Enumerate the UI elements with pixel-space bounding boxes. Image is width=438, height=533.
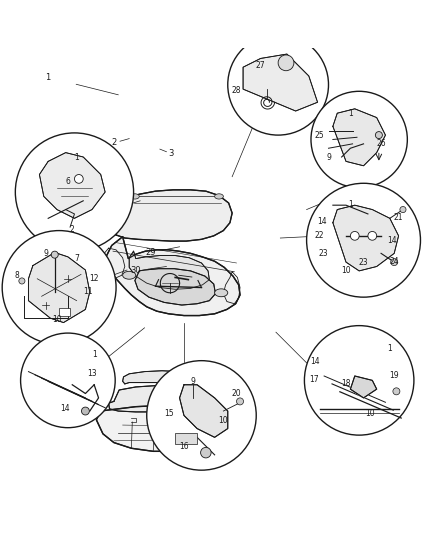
Text: 2: 2 [70, 225, 74, 234]
Polygon shape [123, 371, 195, 384]
Circle shape [21, 333, 115, 427]
Text: 26: 26 [376, 139, 386, 148]
Text: 10: 10 [365, 409, 375, 418]
Text: 25: 25 [315, 131, 325, 140]
Circle shape [237, 398, 244, 405]
Polygon shape [243, 54, 318, 111]
Circle shape [19, 278, 25, 284]
Text: 21: 21 [394, 213, 403, 222]
Text: 14: 14 [311, 358, 320, 367]
Circle shape [81, 407, 89, 415]
Text: 1: 1 [388, 344, 392, 353]
Polygon shape [180, 385, 228, 437]
Circle shape [74, 174, 83, 183]
Ellipse shape [123, 271, 136, 279]
Polygon shape [129, 251, 209, 289]
Text: 14: 14 [387, 236, 397, 245]
Bar [59, 308, 70, 316]
Polygon shape [28, 253, 90, 322]
Text: 15: 15 [164, 409, 173, 418]
Polygon shape [350, 376, 377, 398]
Text: 23: 23 [359, 257, 368, 266]
Text: 9: 9 [326, 152, 331, 161]
Text: 29: 29 [146, 248, 156, 257]
Text: 22: 22 [315, 231, 325, 240]
Circle shape [368, 231, 377, 240]
Text: 12: 12 [89, 274, 99, 283]
Polygon shape [109, 386, 207, 412]
Text: 14: 14 [60, 405, 70, 414]
Text: 2: 2 [111, 139, 117, 148]
Ellipse shape [215, 289, 228, 297]
Circle shape [307, 183, 420, 297]
Text: 3: 3 [168, 149, 173, 158]
Polygon shape [333, 109, 385, 166]
Circle shape [393, 388, 400, 395]
Text: 1: 1 [92, 350, 96, 359]
Text: 13: 13 [87, 369, 97, 378]
Text: 28: 28 [232, 86, 241, 95]
Polygon shape [106, 237, 240, 316]
Ellipse shape [131, 194, 139, 199]
Text: 9: 9 [43, 249, 49, 258]
Text: 11: 11 [83, 287, 92, 296]
Text: 6: 6 [65, 176, 71, 185]
Circle shape [51, 251, 58, 258]
Circle shape [228, 34, 328, 135]
Circle shape [391, 259, 398, 265]
Text: 9: 9 [190, 377, 195, 386]
Text: 27: 27 [256, 61, 265, 69]
Circle shape [15, 133, 134, 251]
Text: 17: 17 [310, 375, 319, 384]
Polygon shape [333, 205, 399, 271]
Circle shape [375, 132, 382, 139]
Text: 14: 14 [317, 217, 327, 227]
Text: 8: 8 [14, 271, 19, 280]
Polygon shape [96, 406, 215, 451]
Circle shape [201, 447, 211, 458]
Text: 16: 16 [179, 441, 189, 450]
Circle shape [2, 231, 116, 344]
Text: 1: 1 [348, 200, 353, 209]
Ellipse shape [215, 194, 223, 199]
Circle shape [304, 326, 414, 435]
Polygon shape [135, 269, 215, 305]
Text: 10: 10 [219, 416, 228, 425]
Text: 1: 1 [348, 109, 353, 118]
Circle shape [400, 206, 406, 213]
Bar [175, 433, 197, 444]
Text: 7: 7 [74, 254, 79, 263]
Text: 1: 1 [74, 152, 79, 161]
Text: 23: 23 [318, 249, 328, 258]
Circle shape [311, 91, 407, 188]
Circle shape [278, 55, 294, 71]
Text: 20: 20 [232, 389, 241, 398]
Polygon shape [39, 152, 105, 219]
Text: 18: 18 [341, 379, 351, 389]
Circle shape [350, 231, 359, 240]
Text: 24: 24 [389, 257, 399, 266]
Polygon shape [110, 190, 232, 241]
Text: 19: 19 [389, 372, 399, 381]
Text: 30: 30 [131, 266, 141, 276]
Circle shape [147, 361, 256, 470]
Text: 10: 10 [341, 266, 351, 276]
Text: 10: 10 [52, 314, 62, 324]
Text: 1: 1 [46, 73, 51, 82]
